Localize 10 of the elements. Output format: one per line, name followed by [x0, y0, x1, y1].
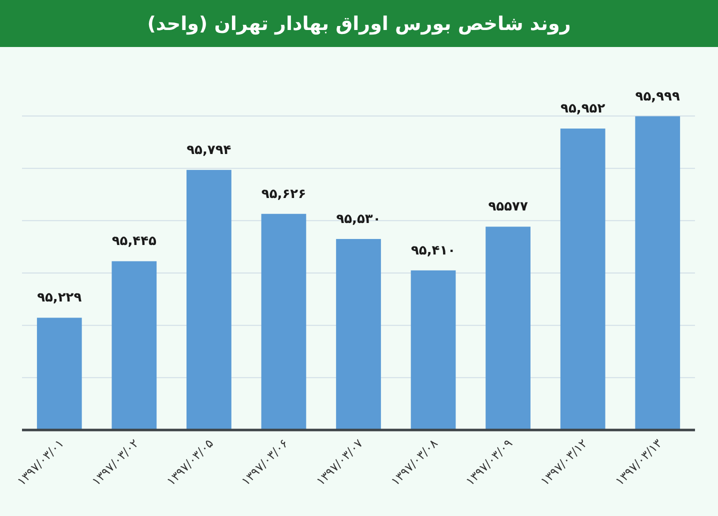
x-tick-label: ۱۳۹۷/۰۳/۰۵	[164, 436, 216, 488]
x-tick-label: ۱۳۹۷/۰۳/۰۲	[89, 436, 142, 488]
x-tick-label: ۱۳۹۷/۰۳/۱۲	[538, 436, 590, 488]
x-tick-label: ۱۳۹۷/۰۳/۰۸	[388, 436, 441, 488]
x-tick-label: ۱۳۹۷/۰۳/۰۱	[14, 436, 67, 488]
title: روند شاخص بورس اوراق بهادار تهران (واحد)	[147, 13, 571, 35]
x-tick-label: ۱۳۹۷/۰۳/۰۹	[463, 436, 516, 488]
x-tick-label: ۱۳۹۷/۰۳/۱۳	[612, 436, 666, 488]
x-tick-label: ۱۳۹۷/۰۳/۰۶	[238, 436, 291, 488]
x-tick-label: ۱۳۹۷/۰۳/۰۷	[314, 436, 366, 488]
